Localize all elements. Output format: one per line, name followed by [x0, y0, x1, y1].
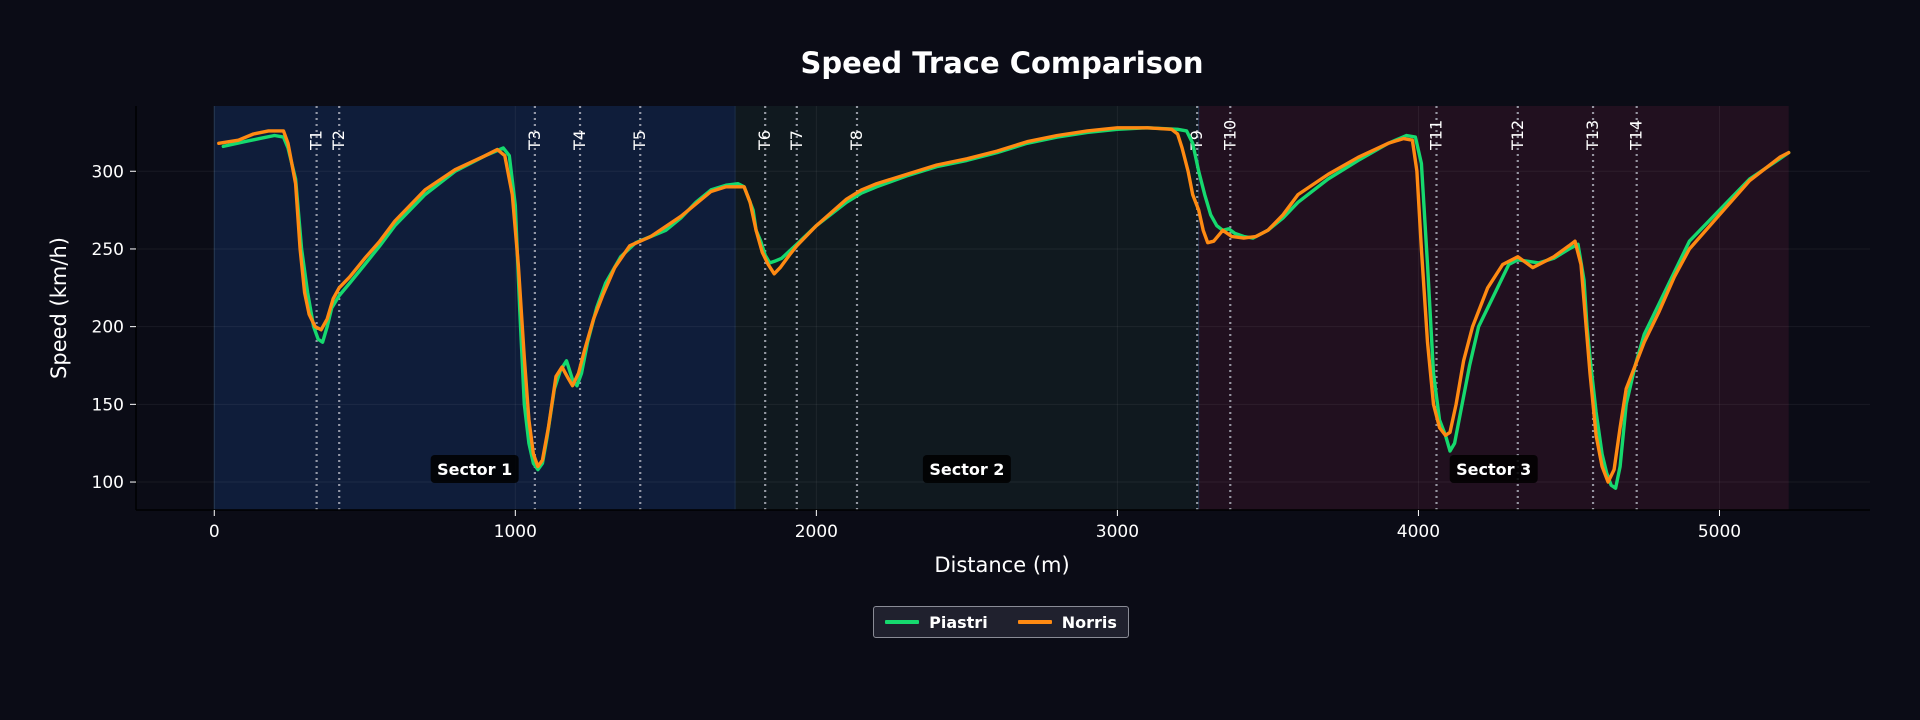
legend-item-piastri: Piastri [885, 613, 988, 632]
sector-band-3 [1198, 106, 1789, 510]
corner-label: T10 [1220, 120, 1239, 151]
corner-label: T8 [847, 130, 866, 151]
chart-legend: Piastri Norris [873, 606, 1129, 638]
y-tick-label: 300 [92, 162, 124, 182]
corner-label: T11 [1427, 120, 1446, 151]
x-tick-label: 3000 [1096, 522, 1139, 542]
y-axis-label: Speed (km/h) [47, 237, 71, 379]
sector-bands [213, 106, 1789, 510]
tick-labels: 0 1000 2000 3000 4000 5000 100 150 200 250 300 [92, 162, 1742, 542]
corner-label: T1 [307, 130, 326, 151]
corner-label: T2 [329, 130, 348, 151]
legend-swatch-piastri [885, 620, 920, 624]
legend-swatch-norris [1017, 620, 1052, 624]
x-tick-label: 5000 [1698, 522, 1741, 542]
sector-label-box-1 [430, 455, 519, 483]
corner-label: T12 [1508, 120, 1527, 151]
legend-label-piastri: Piastri [929, 612, 988, 632]
x-tick-label: 2000 [795, 522, 838, 542]
corner-label: T7 [787, 130, 806, 151]
corner-label: T5 [630, 130, 649, 151]
sector-label-1: Sector 1 [437, 460, 512, 479]
corner-label: T14 [1627, 120, 1646, 151]
legend-item-norris: Norris [1017, 612, 1117, 632]
corner-label: T6 [755, 130, 774, 151]
corner-label: T3 [525, 130, 544, 151]
sector-labels: Sector 1 Sector 2 Sector 3 [430, 455, 1538, 483]
y-tick-label: 250 [92, 240, 124, 260]
y-tick-label: 150 [92, 395, 124, 415]
x-tick-label: 0 [209, 522, 220, 542]
sector-band-2 [735, 106, 1199, 510]
x-axis-label: Distance (m) [934, 553, 1069, 577]
sector-label-2: Sector 2 [929, 460, 1004, 479]
series-line-norris [217, 126, 1791, 484]
y-tick-label: 100 [92, 473, 124, 493]
sector-label-box-2 [922, 455, 1011, 483]
x-tick-label: 4000 [1397, 522, 1440, 542]
axes [135, 106, 1870, 511]
series-lines [217, 126, 1791, 490]
chart-title: Speed Trace Comparison [800, 46, 1203, 80]
legend-label-norris: Norris [1061, 612, 1117, 632]
corner-label: T13 [1583, 120, 1602, 151]
x-tick-label: 1000 [494, 522, 537, 542]
corner-markers: T1 T2 T3 T4 T5 T6 T7 T8 T9 T10 T11 T12 T13 T14 [307, 106, 1646, 510]
sector-label-box-3 [1449, 455, 1538, 483]
sector-band-1 [214, 106, 736, 510]
y-tick-label: 200 [92, 318, 124, 338]
corner-label: T4 [570, 130, 589, 151]
sector-label-3: Sector 3 [1456, 460, 1531, 479]
